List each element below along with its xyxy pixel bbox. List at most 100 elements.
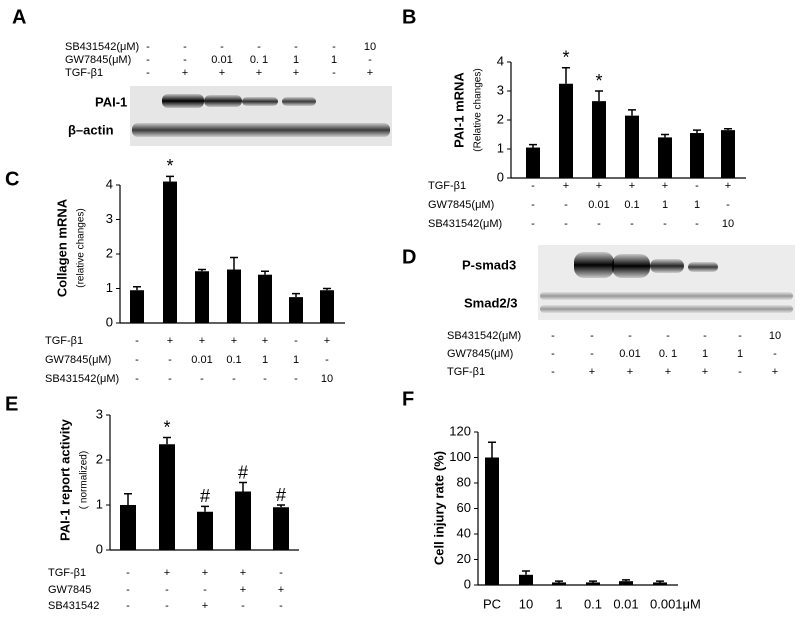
condition-cell: - [220, 41, 224, 53]
condition-cell: 0.1 [226, 354, 241, 366]
condition-cell: + [367, 67, 373, 79]
condition-cell: 0.01 [211, 54, 232, 66]
x-tick-label: 10 [519, 596, 533, 611]
condition-cell: 0.01 [191, 354, 212, 366]
bar [130, 290, 144, 323]
condition-cell: - [738, 330, 742, 342]
bar [690, 133, 704, 178]
condition-cell: - [628, 330, 632, 342]
bar [120, 505, 136, 550]
condition-label: SB431542 [48, 600, 99, 612]
bar [619, 581, 633, 585]
error-bar [201, 505, 209, 512]
error-bar [555, 580, 563, 583]
condition-cell: + [563, 180, 569, 192]
bar [519, 574, 533, 585]
condition-cell: + [772, 366, 778, 378]
y-tick-label: 80 [457, 474, 471, 489]
condition-cell: 10 [769, 330, 781, 342]
bar [197, 511, 213, 550]
condition-label: GW7845(μM) [428, 199, 494, 211]
bar [227, 269, 241, 323]
error-bar [230, 256, 238, 270]
condition-cell: 1 [331, 54, 337, 66]
band-label: Smad2/3 [464, 295, 517, 310]
condition-cell: - [551, 348, 555, 360]
condition-cell: - [146, 41, 150, 53]
condition-cell: 0.1 [624, 199, 639, 211]
y-tick-label: 20 [457, 551, 471, 566]
bar [721, 130, 735, 178]
bar [289, 297, 303, 323]
annotation: # [238, 462, 248, 482]
y-tick-label: 1 [106, 280, 113, 295]
panel-letter: E [5, 393, 18, 415]
y-tick-label: 0 [96, 541, 103, 556]
error-bar [661, 133, 669, 138]
bar [485, 457, 499, 585]
error-bar [522, 570, 530, 575]
condition-cell: + [596, 180, 602, 192]
condition-cell: - [135, 335, 139, 347]
condition-label: TGF-β1 [447, 366, 485, 378]
condition-label: TGF-β1 [45, 335, 83, 347]
band-label: PAI-1 [95, 94, 127, 109]
annotation: * [562, 48, 569, 68]
error-bar [292, 292, 300, 298]
condition-label: SB431542(μM) [65, 41, 139, 53]
condition-cell: - [630, 218, 634, 230]
condition-cell: - [294, 335, 298, 347]
condition-cell: + [231, 335, 237, 347]
condition-label: GW7845 [48, 584, 91, 596]
annotation: # [200, 486, 210, 506]
condition-cell: - [165, 584, 169, 596]
condition-cell: - [597, 218, 601, 230]
bar [273, 507, 289, 550]
y-tick-label: 120 [449, 423, 471, 438]
condition-cell: - [183, 41, 187, 53]
condition-cell: - [590, 348, 594, 360]
condition-cell: - [531, 180, 535, 192]
error-bar [589, 580, 597, 583]
x-tick-label: 0.1 [584, 596, 602, 611]
condition-cell: + [199, 335, 205, 347]
y-tick-label: 40 [457, 525, 471, 540]
bar [195, 271, 209, 323]
bar [258, 274, 272, 323]
bar [586, 582, 600, 585]
condition-label: SB431542(μM) [447, 330, 521, 342]
condition-cell: + [278, 584, 284, 596]
condition-cell: - [232, 373, 236, 385]
y-tick-label: 60 [457, 500, 471, 515]
condition-cell: - [241, 600, 245, 612]
condition-cell: 1 [737, 348, 743, 360]
panel-letter: A [12, 6, 26, 28]
y-tick-label: 2 [96, 451, 103, 466]
error-bar [166, 175, 174, 182]
bar [235, 491, 251, 550]
error-bar [133, 286, 141, 291]
y-axis-sublabel: (relative changes) [76, 208, 87, 287]
condition-cell: - [294, 41, 298, 53]
condition-cell: + [240, 567, 246, 579]
condition-cell: - [590, 330, 594, 342]
condition-cell: - [531, 199, 535, 211]
condition-cell: 0.01 [619, 348, 640, 360]
condition-cell: - [168, 373, 172, 385]
condition-cell: - [531, 218, 535, 230]
bar [552, 582, 566, 585]
condition-cell: - [165, 600, 169, 612]
condition-cell: - [146, 67, 150, 79]
y-axis-sublabel: (Relative changes) [473, 68, 484, 151]
condition-cell: - [695, 218, 699, 230]
condition-cell: - [703, 330, 707, 342]
condition-cell: - [726, 199, 730, 211]
y-tick-label: 0 [497, 169, 504, 184]
error-bar [724, 127, 732, 131]
annotation: * [595, 71, 602, 91]
condition-cell: + [324, 335, 330, 347]
error-bar [124, 493, 132, 505]
condition-cell: + [167, 335, 173, 347]
x-tick-label: PC [483, 596, 501, 611]
condition-cell: - [279, 567, 283, 579]
